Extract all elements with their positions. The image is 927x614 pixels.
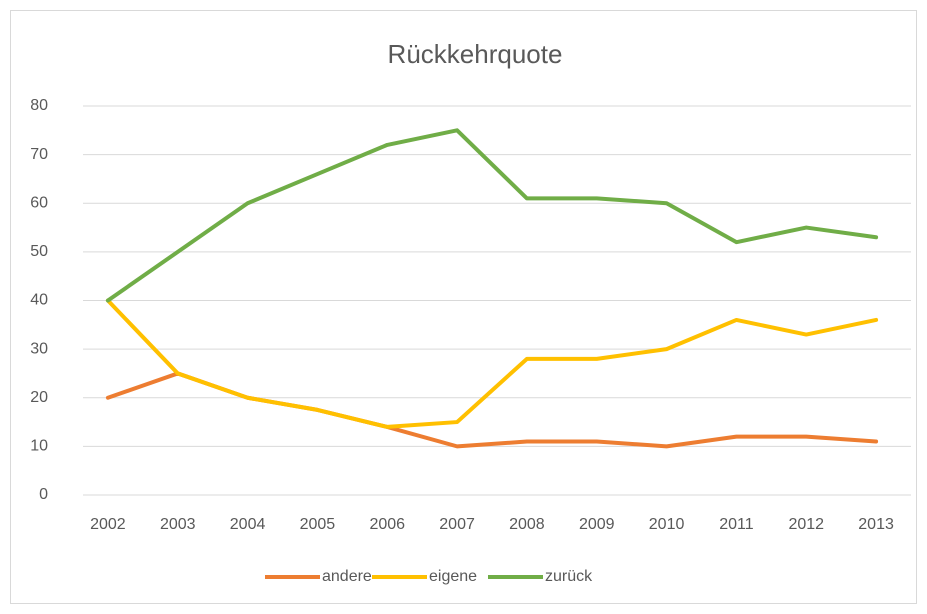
x-tick-label: 2012 — [788, 516, 824, 533]
x-tick-label: 2006 — [369, 516, 405, 533]
y-tick-label: 0 — [39, 486, 48, 503]
x-tick-label: 2003 — [160, 516, 196, 533]
x-tick-label: 2013 — [858, 516, 894, 533]
y-tick-label: 10 — [30, 438, 48, 455]
y-tick-label: 80 — [30, 97, 48, 114]
series-line — [105, 128, 879, 303]
series-line — [105, 298, 879, 429]
x-tick-label: 2007 — [439, 516, 475, 533]
y-tick-label: 40 — [30, 292, 48, 309]
y-tick-label: 70 — [30, 146, 48, 163]
x-tick-label: 2008 — [509, 516, 545, 533]
chart-title: Rückkehrquote — [388, 39, 563, 69]
legend-label: andere — [322, 568, 372, 585]
y-tick-label: 30 — [30, 340, 48, 357]
x-tick-label: 2010 — [649, 516, 685, 533]
chart-border — [10, 10, 917, 604]
x-tick-label: 2011 — [719, 516, 754, 533]
legend-label: eigene — [429, 568, 477, 585]
x-tick-label: 2002 — [90, 516, 126, 533]
y-tick-label: 20 — [30, 389, 48, 406]
x-tick-label: 2009 — [579, 516, 615, 533]
legend-label: zurück — [545, 568, 593, 585]
y-tick-label: 60 — [30, 194, 48, 211]
x-tick-label: 2005 — [300, 516, 336, 533]
x-tick-label: 2004 — [230, 516, 266, 533]
y-tick-label: 50 — [30, 243, 48, 260]
